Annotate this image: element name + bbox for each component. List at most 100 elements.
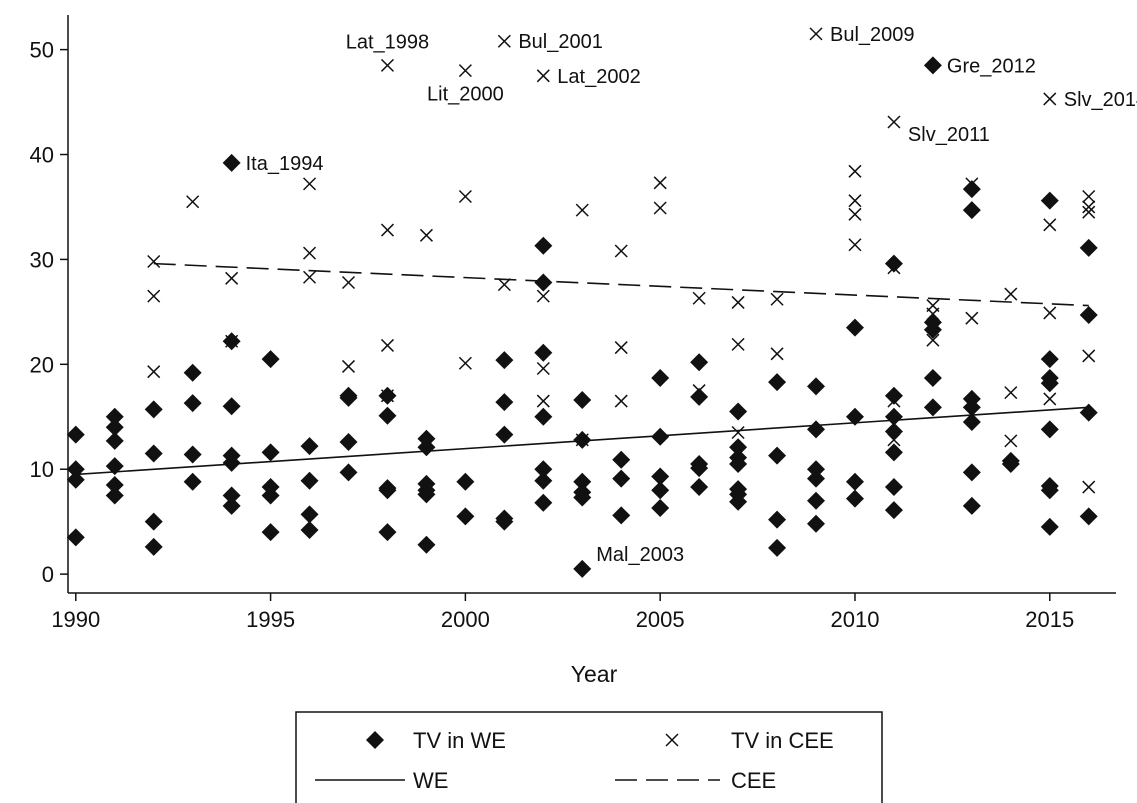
we-point: [183, 363, 202, 382]
we-point: [1040, 517, 1059, 536]
cee-point: [965, 311, 979, 325]
we-point: [807, 460, 826, 479]
annotation-label: Lat_2002: [557, 66, 640, 88]
we-point: [923, 320, 942, 339]
cee-point: [614, 341, 628, 355]
annotation-label: Bul_2009: [830, 24, 915, 46]
legend-box: [295, 711, 883, 803]
legend-label: WE: [413, 768, 448, 793]
we-point: [651, 467, 670, 486]
cee-point: [1004, 287, 1018, 301]
we-point: [807, 377, 826, 396]
y-tick-label: 20: [30, 352, 54, 377]
cee-point: [303, 177, 317, 191]
we-point: [884, 254, 903, 273]
we-point: [456, 472, 475, 491]
cee-point: [147, 365, 161, 379]
cee-point: [186, 195, 200, 209]
we-point: [1040, 191, 1059, 210]
cee-point: [380, 338, 394, 352]
we-point: [612, 506, 631, 525]
we-point: [183, 394, 202, 413]
we-point: [962, 398, 981, 417]
cee-point: [536, 289, 550, 303]
we-point: [807, 469, 826, 488]
cee-point: [458, 64, 472, 78]
we-point: [962, 463, 981, 482]
cee-point: [575, 433, 589, 447]
we-point: [105, 486, 124, 505]
legend: TV in WE TV in CEE WE CEE: [295, 711, 883, 803]
cee-point: [614, 244, 628, 258]
cee-point: [575, 203, 589, 217]
cee-point: [692, 291, 706, 305]
we-point: [534, 471, 553, 490]
we-point: [222, 453, 241, 472]
y-tick-label: 50: [30, 38, 54, 63]
we-point: [66, 460, 85, 479]
cee-point: [147, 289, 161, 303]
we-point: [144, 444, 163, 463]
we-point: [768, 510, 787, 529]
we-point: [339, 463, 358, 482]
x-tick-label: 2015: [1025, 607, 1074, 632]
we-point: [222, 153, 241, 172]
we-point: [884, 501, 903, 520]
annotation-label: Lat_1998: [346, 31, 429, 53]
we-point: [1079, 403, 1098, 422]
cee-point: [926, 333, 940, 347]
we-point: [495, 512, 514, 531]
we-point: [884, 478, 903, 497]
y-tick-label: 40: [30, 143, 54, 168]
cee-point: [458, 356, 472, 370]
we-point: [339, 432, 358, 451]
we-point: [573, 472, 592, 491]
we-point: [884, 422, 903, 441]
x-tick-label: 2000: [441, 607, 490, 632]
we-point: [534, 460, 553, 479]
we-point: [612, 450, 631, 469]
x-tick-label: 2010: [830, 607, 879, 632]
we-point: [183, 472, 202, 491]
cee-point: [341, 275, 356, 290]
we-point: [417, 485, 436, 504]
cee-point: [1043, 92, 1057, 106]
we-point: [261, 486, 280, 505]
cee-point: [1043, 218, 1057, 232]
we-point: [962, 201, 981, 220]
we-point: [690, 478, 709, 497]
cee-point: [614, 394, 628, 408]
axes: 0 10 20 30 40 50 1990 1995 2000 2005 2010 2015: [30, 15, 1116, 632]
we-point: [807, 491, 826, 510]
we-point: [105, 475, 124, 494]
cee-point: [225, 271, 239, 285]
we-point: [729, 402, 748, 421]
cee-point: [225, 334, 239, 348]
cee-point: [1082, 189, 1096, 204]
cee-point: [887, 433, 901, 447]
cee-point: [848, 194, 862, 208]
y-tick-label: 30: [30, 247, 54, 272]
we-point: [378, 406, 397, 425]
we-point: [456, 507, 475, 526]
cee-point: [887, 115, 901, 129]
we-point: [573, 488, 592, 507]
cee-point: [848, 207, 862, 221]
we-point: [105, 407, 124, 426]
cee-point: [692, 384, 706, 398]
legend-label: TV in CEE: [731, 728, 834, 753]
we-point: [378, 481, 397, 500]
cee-point: [458, 189, 472, 204]
cee-point: [536, 394, 550, 408]
cee-point: [1043, 306, 1057, 320]
cee-point: [887, 261, 901, 275]
cee-point: [536, 69, 550, 83]
we-point: [729, 438, 748, 457]
cee-point: [770, 292, 784, 306]
we-point: [300, 505, 319, 524]
we-point: [261, 523, 280, 542]
we-point: [144, 512, 163, 531]
x-axis-title: Year: [571, 661, 618, 687]
we-point: [534, 343, 553, 362]
we-point: [495, 393, 514, 412]
